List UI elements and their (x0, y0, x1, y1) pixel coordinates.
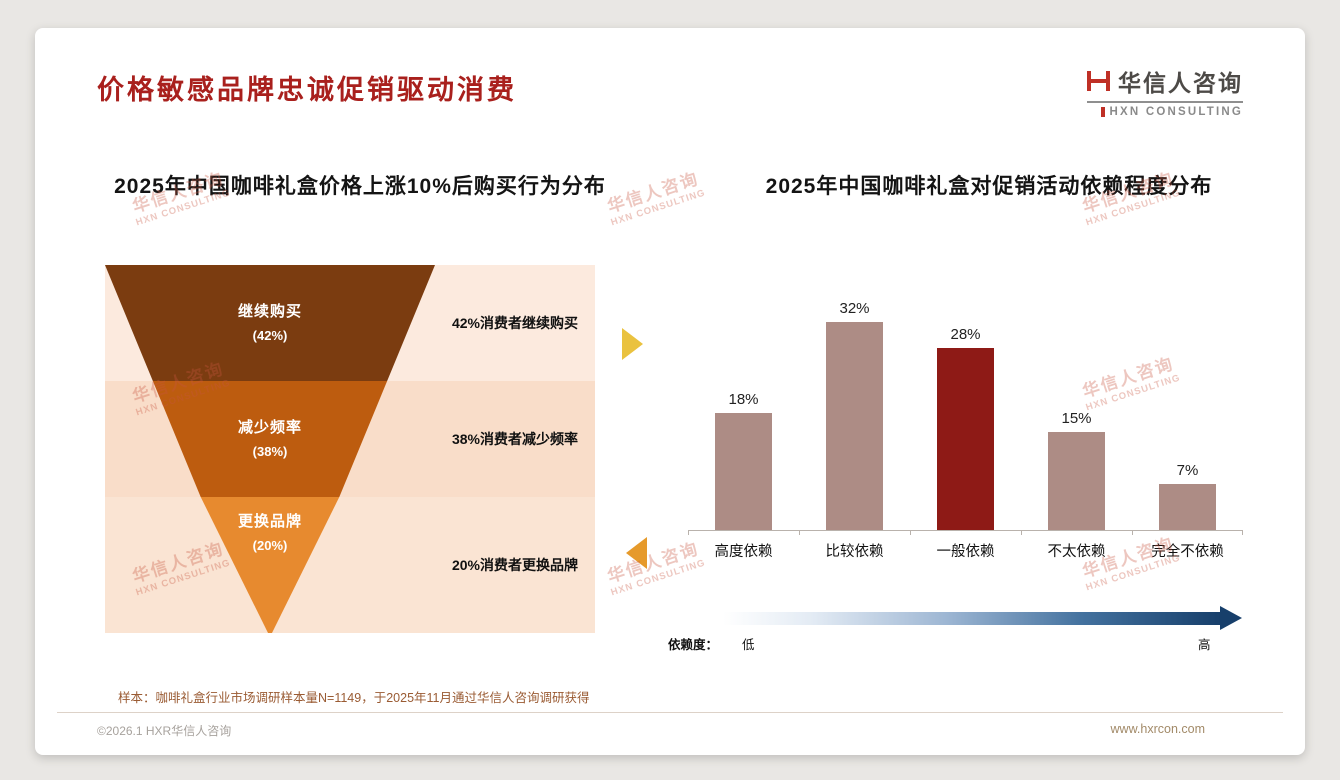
dependency-low-label: 低 (742, 638, 755, 652)
funnel-segment-percent: (42%) (252, 327, 288, 343)
funnel-annotation-label: 38%消费者减少频率 (451, 431, 579, 447)
gradient-arrow-head-icon (1220, 606, 1242, 630)
slide-card: 价格敏感品牌忠诚促销驱动消费 华信人咨询 HXN CONSULTING 2025… (35, 28, 1305, 755)
brand-logo-top: 华信人咨询 (1087, 64, 1243, 98)
bar-column: 32% (799, 300, 910, 530)
funnel-chart: 42%消费者继续购买 38%消费者减少频率 20%消费者更换品牌 继续购买 (42%)… (105, 265, 595, 633)
axis-tick (1242, 530, 1243, 535)
axis-tick (1021, 530, 1022, 535)
funnel-segment: 更换品牌 (20%) (200, 497, 340, 633)
watermark: 华信人咨询 HXN CONSULTING (1077, 529, 1182, 593)
axis-tick (688, 530, 689, 535)
arrow-left-icon (626, 537, 647, 569)
logo-icon (1087, 71, 1110, 91)
arrow-right-icon (622, 328, 643, 360)
axis-tick (1132, 530, 1133, 535)
copyright-text: ©2026.1 HXR华信人咨询 (97, 724, 232, 738)
bar-categories: 高度依赖 比较依赖 一般依赖 不太依赖 完全不依赖 (688, 540, 1243, 561)
funnel-annotation-label: 42%消费者继续购买 (451, 315, 579, 331)
bar (937, 348, 994, 530)
axis-tick (799, 530, 800, 535)
logo-subtitle: HXN CONSULTING (1109, 106, 1243, 118)
bar-value-label: 15% (1061, 410, 1092, 427)
funnel-shape: 继续购买 (42%) 减少频率 (38%) 更换品牌 (20%) (105, 265, 435, 633)
dependency-gradient-arrow (723, 606, 1242, 630)
bar-category-label: 完全不依赖 (1151, 544, 1224, 560)
dependency-axis-label: 依赖度： (668, 638, 719, 652)
website-text: www.hxrcon.com (1110, 722, 1205, 736)
bar-value-label: 28% (950, 326, 981, 343)
bar-column: 7% (1132, 462, 1243, 530)
funnel-segment-percent: (20%) (252, 537, 288, 553)
funnel-segment-name: 减少频率 (237, 419, 302, 437)
bar-category-label: 比较依赖 (825, 544, 884, 560)
dependency-high-label: 高 (1198, 638, 1211, 652)
bar-category-label: 不太依赖 (1047, 544, 1106, 560)
bar-value-label: 7% (1176, 462, 1199, 479)
page-title: 价格敏感品牌忠诚促销驱动消费 (97, 75, 517, 105)
funnel-segment-name: 更换品牌 (237, 513, 302, 530)
funnel-row: 20%消费者更换品牌 (105, 497, 595, 633)
logo-name: 华信人咨询 (1118, 70, 1243, 96)
footer-divider (57, 712, 1283, 713)
logo-sub-icon (1100, 107, 1105, 117)
logo-subtitle-row: HXN CONSULTING (1087, 101, 1243, 118)
funnel-segment-percent: (38%) (252, 443, 288, 459)
bar (1048, 432, 1105, 530)
watermark-line2: HXN CONSULTING (609, 557, 707, 599)
funnel-segment: 继续购买 (42%) (105, 265, 435, 381)
bar (715, 413, 772, 530)
bar-value-label: 32% (839, 300, 870, 317)
bar-chart-plot: 18% 32% 28% 15% 7% (688, 298, 1243, 535)
sample-footnote: 样本：咖啡礼盒行业市场调研样本量N=1149，于2025年11月通过华信人咨询调… (118, 691, 590, 705)
bar-category-label: 高度依赖 (714, 544, 773, 560)
gradient-arrow-shaft (723, 611, 1220, 625)
funnel-chart-title: 2025年中国咖啡礼盒价格上涨10%后购买行为分布 (114, 175, 606, 198)
bar-column: 18% (688, 391, 799, 530)
bar-column: 15% (1021, 410, 1132, 530)
funnel-segment-name: 继续购买 (237, 303, 302, 321)
bar-chart-title: 2025年中国咖啡礼盒对促销活动依赖程度分布 (765, 175, 1213, 198)
bar (1159, 484, 1216, 530)
bar-value-label: 18% (728, 391, 759, 408)
brand-logo: 华信人咨询 HXN CONSULTING (1087, 64, 1243, 118)
bar (826, 322, 883, 530)
funnel-annotation-label: 20%消费者更换品牌 (451, 557, 579, 573)
funnel-segment: 减少频率 (38%) (152, 381, 388, 497)
bar-category-label: 一般依赖 (936, 544, 995, 560)
bar-column: 28% (910, 326, 1021, 530)
axis-tick (910, 530, 911, 535)
